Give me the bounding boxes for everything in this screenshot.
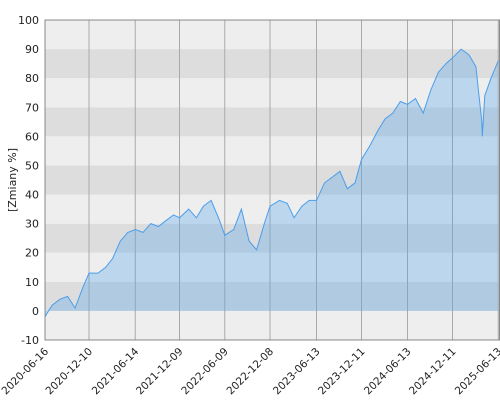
grid-band xyxy=(45,223,500,253)
y-tick-label: 100 xyxy=(18,14,39,27)
y-tick-label: 90 xyxy=(25,43,39,56)
y-tick-label: 50 xyxy=(25,159,39,172)
x-tick-label: 2022-06-09 xyxy=(179,346,231,398)
area xyxy=(45,49,499,317)
grid-band xyxy=(45,165,500,195)
x-tick-label: 2020-12-10 xyxy=(43,346,95,398)
grid-band xyxy=(45,310,500,340)
y-tick-label: 20 xyxy=(25,247,39,260)
y-tick-label: 70 xyxy=(25,101,39,114)
y-tick-label: -10 xyxy=(21,334,39,347)
x-tick-label: 2021-12-09 xyxy=(134,346,186,398)
y-axis-label: [Zmiany %] xyxy=(6,148,19,212)
y-tick-label: 60 xyxy=(25,130,39,143)
x-tick-label: 2023-12-11 xyxy=(316,346,368,398)
grid-band xyxy=(45,136,500,166)
grid-band xyxy=(45,78,500,108)
grid-band xyxy=(45,194,500,224)
y-tick-label: 10 xyxy=(25,276,39,289)
line xyxy=(44,48,499,317)
x-tick-label: 2022-12-08 xyxy=(224,346,276,398)
x-tick-label: 2025-06-13 xyxy=(453,346,500,398)
y-tick-label: 0 xyxy=(32,305,39,318)
grid-band xyxy=(45,252,500,282)
grid-band xyxy=(45,20,500,50)
x-tick-label: 2024-12-11 xyxy=(407,346,459,398)
grid-band xyxy=(45,49,500,79)
grid-band xyxy=(45,281,500,311)
y-tick-label: 80 xyxy=(25,72,39,85)
y-tick-label: 40 xyxy=(25,189,39,202)
grid-band xyxy=(45,107,500,137)
x-tick-label: 2023-06-13 xyxy=(271,346,323,398)
x-tick-label: 2024-06-13 xyxy=(362,346,414,398)
y-tick-label: 30 xyxy=(25,218,39,231)
